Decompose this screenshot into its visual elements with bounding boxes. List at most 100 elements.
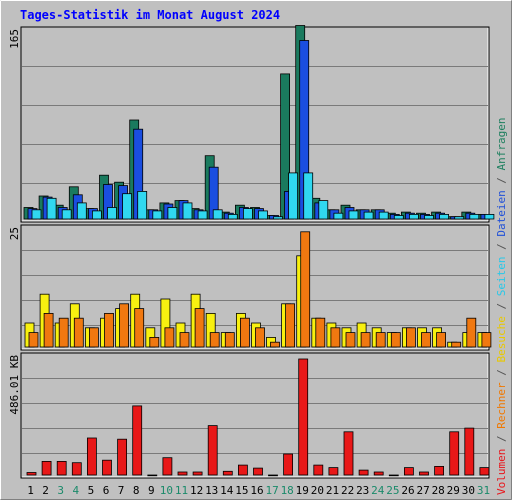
day-label-9: 9 [148,484,155,497]
legend-part-5: / [495,296,508,316]
bar-seiten-day-23 [363,211,374,220]
panel-frame [20,352,490,479]
day-label-13: 13 [205,484,218,497]
bar-seiten-day-22 [348,210,359,220]
day-label-5: 5 [88,484,95,497]
bar-volumen-day-13 [207,425,218,476]
bar-seiten-day-9 [152,210,163,220]
bar-seiten-day-28 [439,213,450,220]
day-label-6: 6 [103,484,110,497]
day-label-11: 11 [175,484,188,497]
day-label-10: 10 [160,484,173,497]
legend-part-6: Seiten [495,257,508,297]
bar-rechner-day-8 [134,308,145,348]
bar-volumen-day-8 [132,405,143,476]
day-label-1: 1 [27,484,34,497]
legend-part-10: Anfragen [495,117,508,170]
bar-rechner-day-15 [239,317,250,348]
bar-rechner-day-29 [451,341,462,348]
y-axis-max-label: 25 [8,227,21,240]
bar-rechner-day-4 [73,317,84,348]
bar-rechner-day-7 [119,303,129,348]
day-label-7: 7 [118,484,125,497]
day-label-19: 19 [296,484,309,497]
bar-volumen-day-25 [388,474,399,477]
bar-seiten-day-4 [76,202,87,220]
y-axis-max-label: 165 [8,29,21,49]
bar-seiten-day-27 [424,215,434,220]
day-label-18: 18 [281,484,294,497]
chart-panel-1: 165 [8,25,495,223]
bar-seiten-day-16 [258,210,268,220]
bar-seiten-day-8 [137,190,148,220]
day-label-17: 17 [265,484,278,497]
bar-seiten-day-7 [122,193,132,220]
bar-volumen-day-11 [177,471,188,476]
legend-part-3: / [495,363,508,383]
bar-volumen-day-6 [102,459,112,476]
bar-rechner-day-25 [390,332,401,348]
chart-panel-3: 486.01 KB [8,352,490,479]
day-label-31: 31 [477,484,490,497]
chart-panel-2: 25 [8,224,492,351]
bar-rechner-day-6 [104,312,114,348]
bar-seiten-day-12 [197,210,208,220]
bar-rechner-day-31 [481,332,492,348]
day-label-24: 24 [371,484,385,497]
bar-volumen-day-1 [26,472,37,476]
bar-volumen-day-12 [192,471,203,476]
bar-rechner-day-17 [270,341,280,348]
day-label-8: 8 [133,484,140,497]
bar-volumen-day-23 [358,469,369,476]
x-axis-day-labels: 1 2 3 4 5 6 7 8 9 10 11 12 13 14 15 16 17 18 19 20 21 22 23 24 2… [27,484,490,497]
bar-volumen-day-14 [222,470,233,476]
day-label-15: 15 [235,484,248,497]
legend-part-8: Dateien [495,190,508,236]
day-label-12: 12 [190,484,203,497]
day-label-4: 4 [72,484,79,497]
bar-rechner-day-18 [285,303,296,348]
day-label-3: 3 [57,484,64,497]
legend-part-2: Rechner [495,382,508,429]
bar-seiten-day-17 [273,216,283,220]
bar-volumen-day-5 [87,437,97,476]
bar-volumen-day-24 [373,471,384,476]
bar-volumen-day-20 [313,464,324,476]
bar-seiten-day-31 [484,213,495,220]
bar-seiten-day-11 [182,202,193,220]
bar-rechner-day-1 [28,332,39,348]
bar-seiten-day-5 [92,210,102,220]
bar-rechner-day-23 [360,332,371,348]
bar-seiten-day-10 [167,207,178,220]
bar-volumen-day-26 [403,467,414,476]
legend-part-1: / [495,429,508,449]
chart-title: Tages-Statistik im Monat August 2024 [20,8,280,22]
bar-seiten-day-13 [212,209,223,220]
bar-volumen-day-2 [41,460,52,476]
bar-volumen-day-22 [343,431,354,476]
panel-frame [20,26,490,223]
bar-seiten-day-15 [242,208,253,220]
bar-rechner-day-3 [58,317,69,348]
bar-volumen-day-16 [253,467,263,476]
bar-seiten-day-21 [333,212,344,220]
bar-seiten-day-24 [378,211,389,220]
bar-volumen-day-19 [298,358,309,476]
legend-part-7: / [495,237,508,257]
right-side-legend: Volumen / Rechner / Besuche / Seiten / D… [495,117,508,495]
bar-rechner-day-27 [421,332,431,348]
day-label-22: 22 [341,484,354,497]
bar-rechner-day-28 [436,332,447,348]
bar-rechner-day-12 [194,308,205,348]
bar-seiten-day-18 [288,172,299,220]
bar-volumen-day-17 [268,474,278,477]
bar-seiten-day-19 [303,172,314,220]
day-label-16: 16 [250,484,263,497]
bar-seiten-day-14 [227,213,238,220]
day-label-21: 21 [326,484,339,497]
bar-volumen-day-9 [147,474,158,477]
bar-rechner-day-19 [300,231,311,348]
bar-rechner-day-13 [209,332,220,348]
